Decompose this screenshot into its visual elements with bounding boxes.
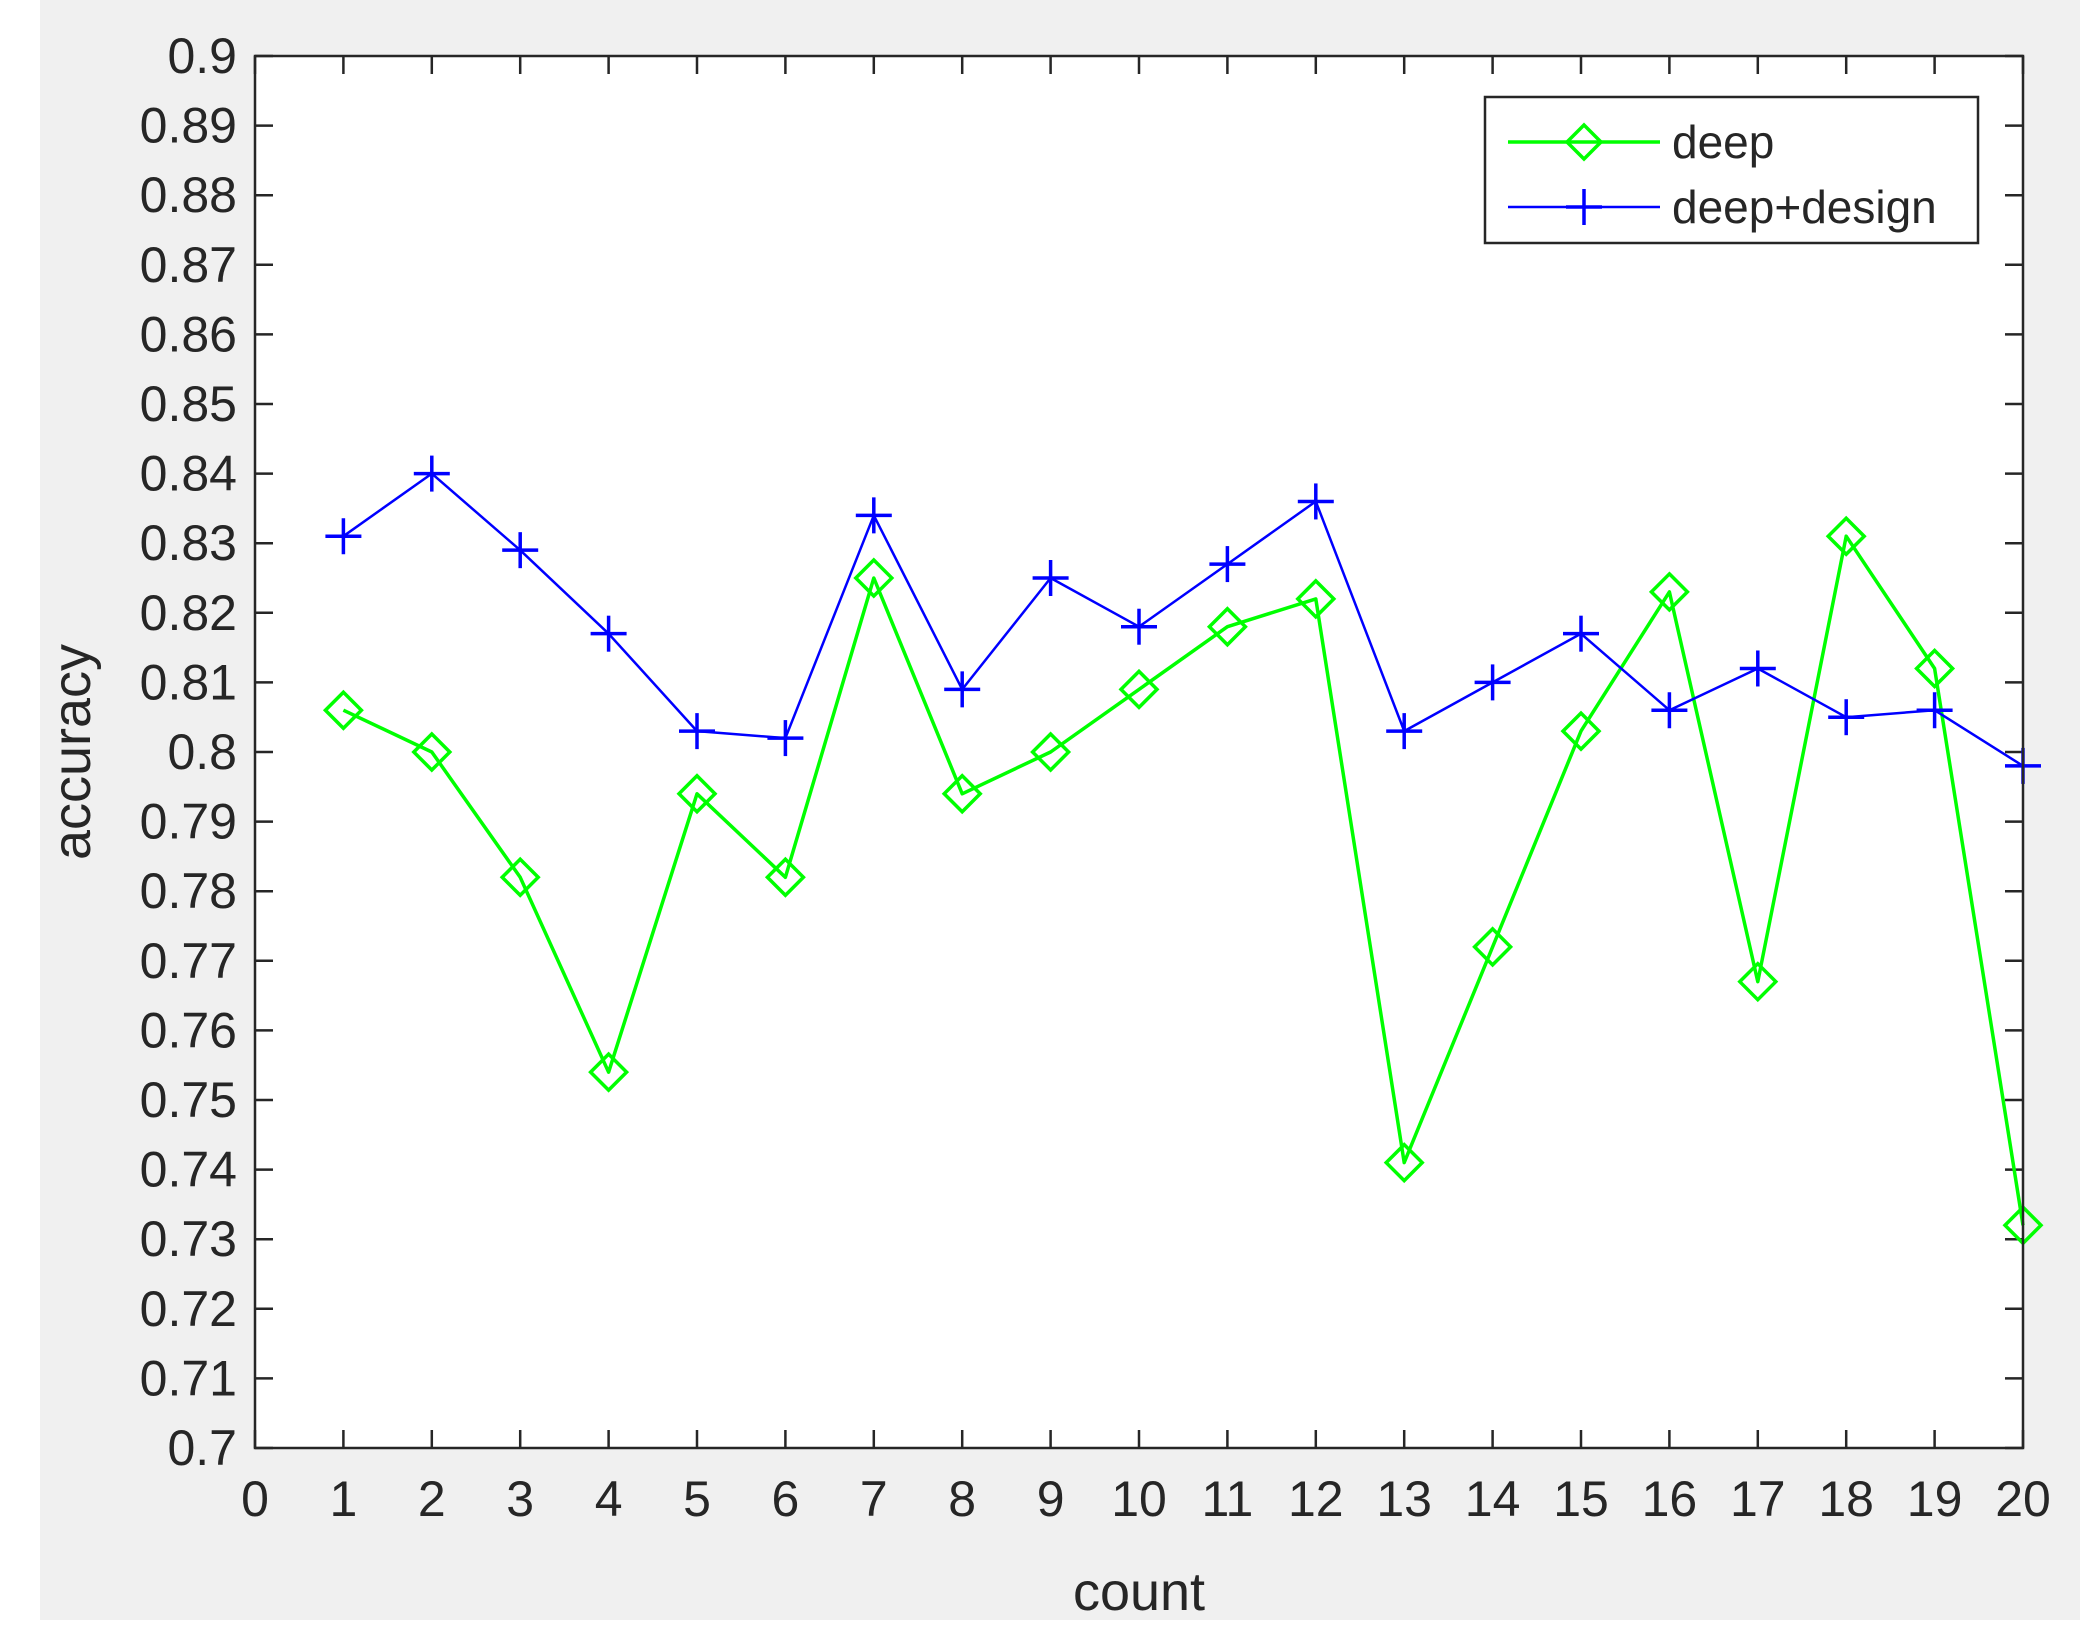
data-point-deep — [411, 731, 453, 773]
data-point-deep — [1383, 1142, 1425, 1184]
data-point-deep-design — [1916, 692, 1953, 729]
y-tick-label: 0.86 — [140, 306, 237, 362]
y-tick-label: 0.73 — [140, 1211, 237, 1267]
x-tick-label: 4 — [595, 1471, 623, 1527]
y-tick-label: 0.81 — [140, 654, 237, 710]
y-axis-ticks: 0.7 0.71 0.72 0.73 0.74 0.75 0.76 0.77 0.78 0.79 0… — [140, 28, 2023, 1476]
data-point-deep-design — [413, 455, 450, 492]
data-point-deep — [676, 773, 718, 815]
data-point-deep — [1825, 515, 1867, 557]
x-tick-label: 10 — [1111, 1471, 1167, 1527]
legend-box — [1483, 95, 1980, 245]
y-tick-label: 0.8 — [167, 724, 237, 780]
x-tick-label: 6 — [771, 1471, 799, 1527]
x-tick-label: 17 — [1730, 1471, 1786, 1527]
y-tick-label: 0.83 — [140, 515, 237, 571]
data-point-deep-design — [1651, 692, 1688, 729]
data-point-deep — [853, 557, 895, 599]
data-point-deep-design — [1386, 713, 1423, 750]
data-point-deep-design — [1121, 608, 1157, 645]
x-tick-label: 2 — [418, 1471, 446, 1527]
data-point-deep-design — [1209, 546, 1246, 583]
y-tick-label: 0.72 — [140, 1281, 237, 1337]
series-line-deep-design — [342, 472, 2024, 767]
y-tick-label: 0.85 — [140, 376, 237, 432]
data-point-deep-design — [679, 713, 715, 750]
legend-marker-deep — [1564, 122, 1604, 162]
data-point-deep-design — [1297, 483, 1334, 520]
data-point-deep — [1737, 961, 1779, 1003]
plot-frame — [253, 54, 2025, 1450]
x-tick-label: 19 — [1907, 1471, 1963, 1527]
x-tick-label: 12 — [1288, 1471, 1344, 1527]
series-line-deep — [342, 534, 2025, 1226]
data-point-deep-design — [944, 671, 981, 708]
data-point-deep — [588, 1051, 630, 1093]
y-tick-label: 0.7 — [167, 1420, 237, 1476]
data-point-deep-design — [1474, 664, 1511, 701]
x-axis-label: count — [1073, 1562, 1205, 1622]
x-tick-label: 0 — [241, 1471, 269, 1527]
data-point-deep-design — [1563, 615, 1599, 652]
x-tick-label: 18 — [1818, 1471, 1874, 1527]
x-tick-label: 7 — [860, 1471, 888, 1527]
data-point-deep-design — [1828, 699, 1865, 736]
data-point-deep-design — [590, 615, 627, 652]
y-tick-label: 0.9 — [167, 28, 237, 84]
plot-area — [255, 56, 2023, 1448]
x-tick-label: 14 — [1465, 1471, 1521, 1527]
data-point-deep — [1472, 926, 1514, 968]
data-point-deep — [1914, 648, 1956, 689]
series-deep — [322, 515, 2044, 1246]
data-point-deep — [1118, 668, 1160, 710]
data-point-deep — [941, 773, 983, 815]
y-tick-label: 0.88 — [140, 167, 237, 223]
x-tick-label: 8 — [948, 1471, 976, 1527]
data-point-deep-design — [502, 532, 539, 569]
y-tick-label: 0.78 — [140, 863, 237, 919]
x-axis-ticks: 0 1 2 3 4 5 6 7 8 9 10 11 12 13 14 15 16 17 18 19 20 — [241, 56, 2051, 1527]
x-tick-label: 9 — [1037, 1471, 1065, 1527]
x-tick-label: 5 — [683, 1471, 711, 1527]
data-point-deep — [1206, 606, 1248, 648]
x-tick-label: 3 — [506, 1471, 534, 1527]
y-tick-label: 0.89 — [140, 98, 237, 154]
y-tick-label: 0.76 — [140, 1002, 237, 1058]
data-point-deep — [764, 856, 806, 898]
data-point-deep — [1295, 578, 1337, 620]
y-tick-label: 0.79 — [140, 794, 237, 850]
data-point-deep — [499, 856, 541, 898]
data-point-deep-design — [1032, 560, 1069, 596]
y-tick-label: 0.84 — [140, 446, 237, 502]
y-axis-label: accuracy — [42, 644, 102, 860]
x-tick-label: 20 — [1995, 1471, 2051, 1527]
x-tick-label: 16 — [1642, 1471, 1698, 1527]
data-point-deep-design — [325, 518, 362, 555]
data-point-deep-design — [855, 497, 892, 534]
series-deep-design — [325, 455, 2041, 784]
legend-marker-deep-design — [1566, 189, 1602, 225]
x-tick-label: 13 — [1376, 1471, 1432, 1527]
y-tick-label: 0.87 — [140, 237, 237, 293]
legend: deep deep+design — [1483, 95, 1980, 245]
data-point-deep-design — [767, 720, 804, 757]
legend-label-deep: deep — [1672, 116, 1774, 168]
x-tick-label: 1 — [329, 1471, 357, 1527]
data-point-deep — [322, 689, 364, 731]
y-tick-label: 0.75 — [140, 1072, 237, 1128]
x-tick-label: 15 — [1553, 1471, 1609, 1527]
y-tick-label: 0.77 — [140, 933, 237, 989]
x-tick-label: 11 — [1201, 1471, 1253, 1527]
data-point-deep — [1560, 710, 1602, 752]
data-point-deep — [1648, 571, 1690, 613]
y-tick-label: 0.71 — [140, 1350, 237, 1406]
data-point-deep-design — [1739, 650, 1776, 687]
data-point-deep — [1030, 731, 1072, 773]
y-tick-label: 0.82 — [140, 585, 237, 641]
series-layer — [322, 455, 2044, 1246]
legend-label-deep-design: deep+design — [1672, 181, 1937, 233]
y-tick-label: 0.74 — [140, 1142, 237, 1198]
